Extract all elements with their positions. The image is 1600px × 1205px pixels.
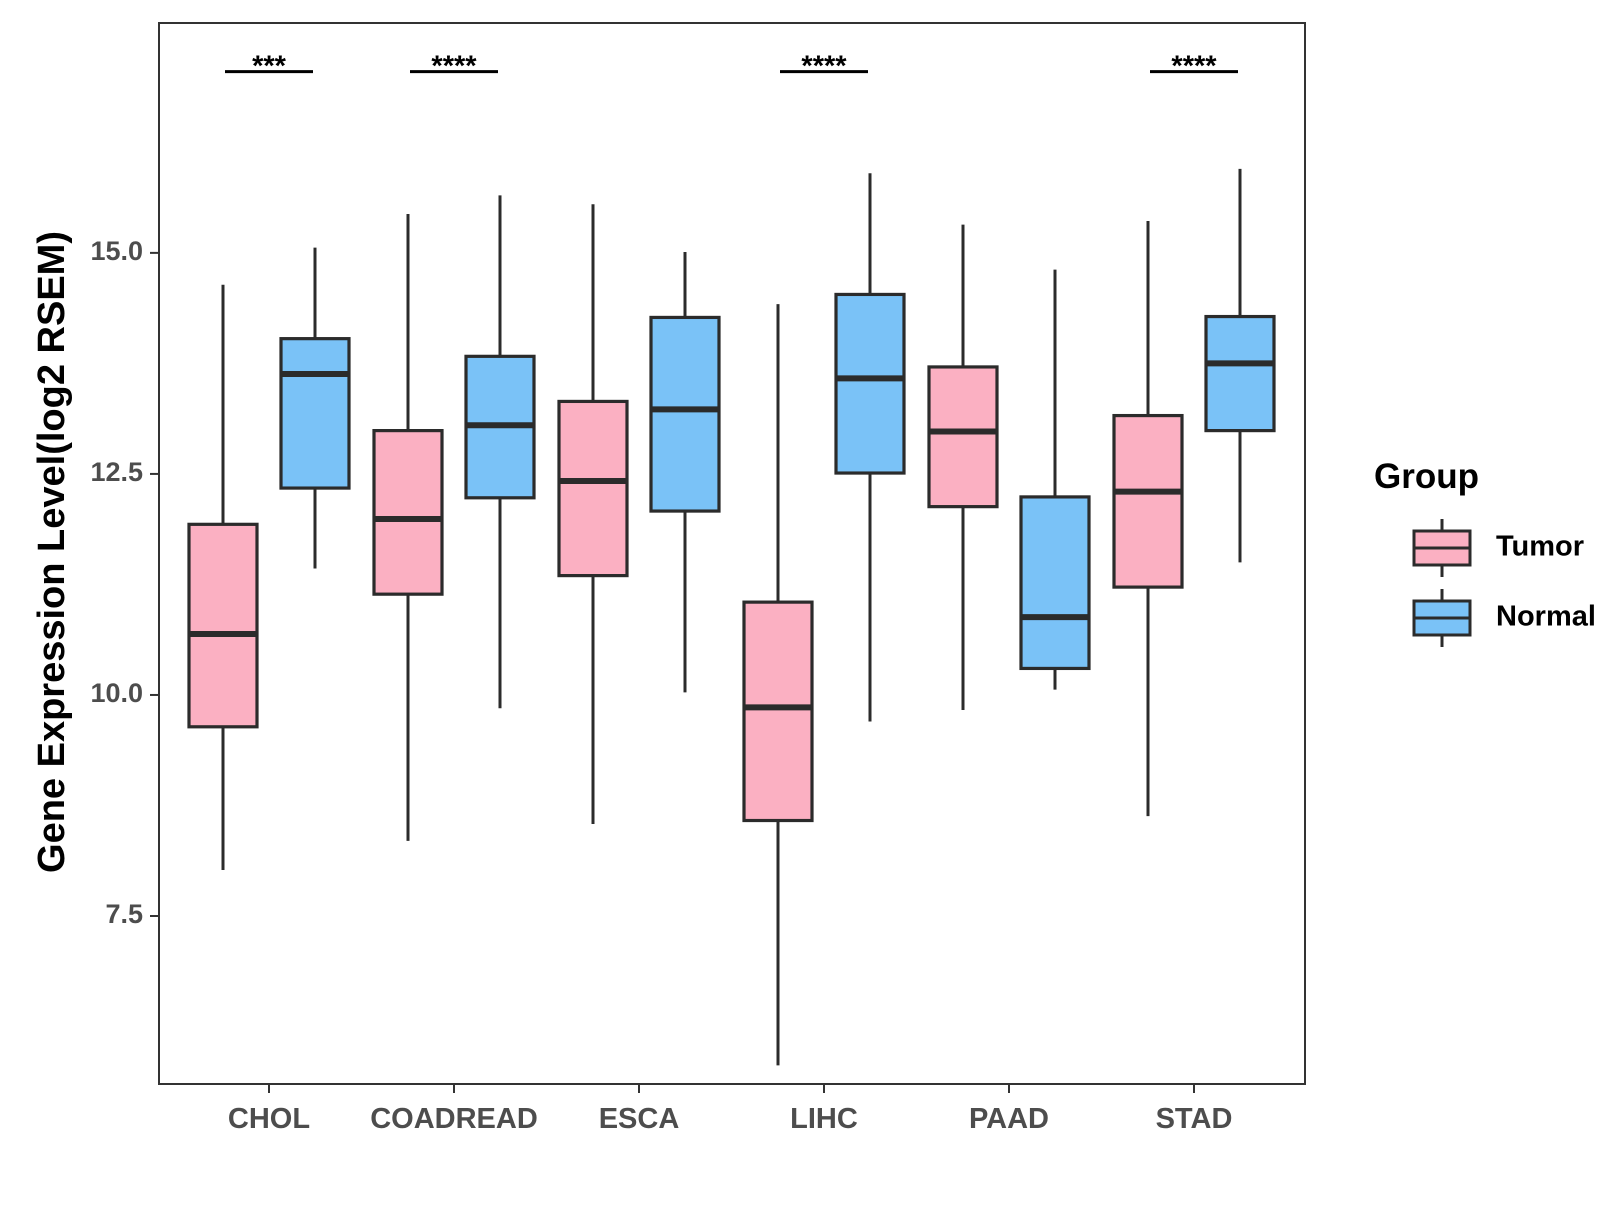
box-body-paad-tumor (927, 365, 999, 509)
box-body-lihc-normal (834, 292, 906, 475)
box-lihc-normal (834, 173, 906, 722)
legend-label-normal: Normal (1496, 601, 1596, 633)
significance-label-stad: **** (1171, 51, 1217, 83)
box-body-esca-normal (649, 315, 721, 513)
y-tick-label: 7.5 (105, 899, 143, 929)
box-paad-tumor (927, 224, 999, 710)
x-tick-label-coadread: COADREAD (370, 1103, 538, 1135)
x-tick-label-lihc: LIHC (790, 1103, 858, 1135)
x-tick-label-stad: STAD (1156, 1103, 1233, 1135)
legend-label-tumor: Tumor (1496, 531, 1584, 563)
box-paad-normal (1019, 269, 1091, 690)
y-tick-label: 15.0 (90, 236, 143, 266)
x-tick-label-esca: ESCA (599, 1103, 680, 1135)
box-esca-normal (649, 251, 721, 693)
x-tick-label-chol: CHOL (228, 1103, 310, 1135)
box-lihc-tumor (742, 304, 814, 1066)
box-body-stad-normal (1204, 314, 1276, 433)
significance-label-chol: *** (252, 51, 287, 83)
box-body-stad-tumor (1112, 413, 1184, 589)
y-tick-label: 12.5 (90, 457, 143, 487)
box-esca-tumor (557, 204, 629, 825)
box-coadread-tumor (372, 213, 444, 841)
box-body-chol-tumor (187, 522, 259, 729)
box-stad-normal (1204, 168, 1276, 563)
box-body-coadread-tumor (372, 429, 444, 596)
legend-entry-tumor: Tumor (1412, 519, 1584, 577)
y-axis-title: Gene Expression Level(log2 RSEM) (31, 231, 73, 873)
significance-label-lihc: **** (801, 51, 847, 83)
box-body-paad-normal (1019, 495, 1091, 671)
legend-entry-normal: Normal (1412, 589, 1596, 647)
box-body-esca-tumor (557, 399, 629, 578)
legend: Group Tumor Normal (1374, 457, 1596, 647)
plot-layer: *** **** **** **** (187, 51, 1276, 1066)
box-body-lihc-tumor (742, 600, 814, 823)
box-chol-tumor (187, 284, 259, 871)
box-coadread-normal (464, 195, 536, 709)
axes-layer: 7.5 10.0 12.5 15.0 CHOL COADREAD ESCA LIHC PAAD S… (90, 236, 1232, 1135)
significance-label-coadread: **** (431, 51, 477, 83)
legend-title: Group (1374, 457, 1479, 496)
box-chol-normal (279, 247, 351, 569)
y-tick-label: 10.0 (90, 678, 143, 708)
x-tick-label-paad: PAAD (969, 1103, 1049, 1135)
box-stad-tumor (1112, 221, 1184, 817)
box-body-chol-normal (279, 337, 351, 490)
plot-panel-border (158, 22, 1306, 1085)
